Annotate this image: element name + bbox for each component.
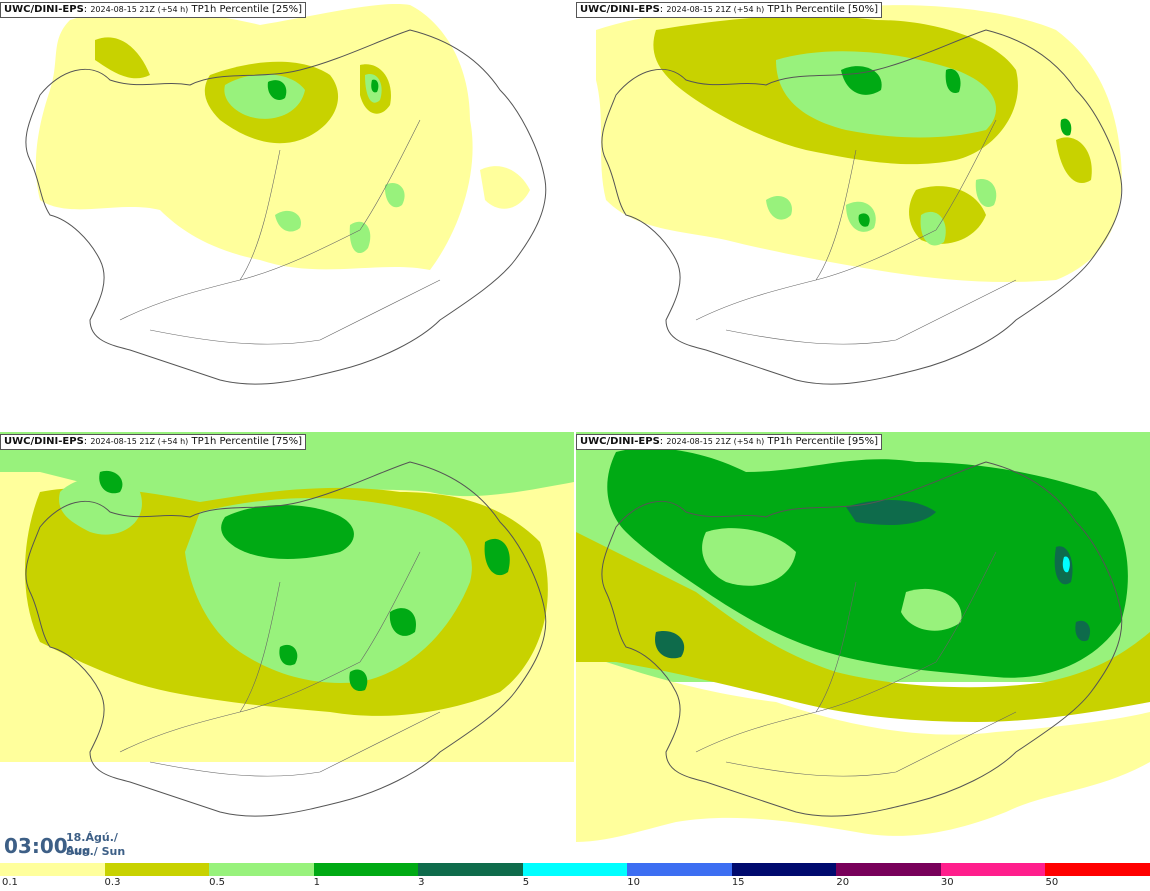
precip-area-green <box>371 79 379 93</box>
valid-date: 18.Ágú./ Aug <box>66 831 118 857</box>
precip-area-green <box>99 470 123 494</box>
color-scale-label: 0.5 <box>209 877 225 888</box>
product-title: TP1h Percentile [95%] <box>767 436 879 447</box>
valid-time: 03:00 <box>4 834 68 858</box>
precip-area-green <box>267 80 287 101</box>
iceland-coastline <box>25 461 547 817</box>
color-scale-label: 5 <box>522 877 530 888</box>
map-panel-p25: UWC/DINI-EPS: 2024-08-15 21Z (+54 h) TP1… <box>0 0 574 430</box>
color-scale-swatch <box>0 863 105 876</box>
precip-area-olive <box>1056 137 1092 184</box>
color-scale-swatch <box>940 863 1046 876</box>
precip-area-light <box>480 166 530 209</box>
precip-area-lightgreen <box>901 588 962 631</box>
map-p50 <box>596 5 1123 385</box>
road-network <box>119 119 441 345</box>
road-network <box>119 551 441 777</box>
color-scale-swatch <box>731 863 837 876</box>
map-panel-p95: UWC/DINI-EPS: 2024-08-15 21Z (+54 h) TP1… <box>576 432 1150 862</box>
color-scale-label: 3 <box>418 877 425 888</box>
precip-area-green <box>349 669 368 692</box>
precip-area-lightgreen <box>349 221 371 254</box>
iceland-coastline <box>601 461 1123 817</box>
panel-title: UWC/DINI-EPS: 2024-08-15 21Z (+54 h) TP1… <box>0 434 307 450</box>
color-scale-label: 10 <box>627 877 640 888</box>
model-name: UWC/DINI-EPS <box>4 436 84 447</box>
precip-area-lightgreen <box>776 51 996 138</box>
map-p75 <box>0 432 574 817</box>
color-scale-swatch <box>627 863 732 876</box>
run-stamp: 2024-08-15 21Z (+54 h) <box>90 437 189 446</box>
valid-time-box: 03:00 18.Ágú./ Aug Sun./ Sun <box>0 826 142 863</box>
valid-day: Sun./ Sun <box>66 845 126 858</box>
iceland-coastline <box>601 29 1123 385</box>
precip-area-lightgreen <box>975 179 997 208</box>
precip-area-lightgreen <box>59 477 142 535</box>
color-scale-label: 15 <box>731 877 745 888</box>
map-p95 <box>576 432 1150 842</box>
color-scale-swatch <box>522 863 628 876</box>
model-name: UWC/DINI-EPS <box>4 4 84 15</box>
color-scale-swatch <box>209 863 314 876</box>
precip-area-light <box>576 652 1150 842</box>
product-title: TP1h Percentile [50%] <box>767 4 879 15</box>
color-scale-label: 1 <box>313 877 320 888</box>
color-scale-swatch <box>313 863 419 876</box>
run-stamp: 2024-08-15 21Z (+54 h) <box>666 437 765 446</box>
product-title: TP1h Percentile [75%] <box>191 436 303 447</box>
map-panel-p50: UWC/DINI-EPS: 2024-08-15 21Z (+54 h) TP1… <box>576 0 1150 430</box>
precip-area-green <box>841 66 882 95</box>
color-scale-swatch <box>418 863 523 876</box>
color-scale-labels: 0.1 0.3 0.5 1 3 5 10 15 20 30 50 <box>0 877 1150 891</box>
run-stamp: 2024-08-15 21Z (+54 h) <box>666 5 765 14</box>
precip-area-darkgreen <box>846 500 936 525</box>
precip-area-darkgreen <box>655 631 685 659</box>
precip-layer <box>35 4 530 270</box>
run-stamp: 2024-08-15 21Z (+54 h) <box>90 5 189 14</box>
precip-area-green <box>1060 118 1072 136</box>
precip-area-green <box>858 213 870 227</box>
precip-area-green <box>607 448 1128 678</box>
map-panel-p75: UWC/DINI-EPS: 2024-08-15 21Z (+54 h) TP1… <box>0 432 574 862</box>
panel-title: UWC/DINI-EPS: 2024-08-15 21Z (+54 h) TP1… <box>0 2 307 18</box>
precip-area-olive <box>95 37 150 79</box>
color-scale-label: 50 <box>1045 877 1059 888</box>
road-network <box>695 551 1017 777</box>
precip-layer <box>596 5 1122 282</box>
precip-area-green <box>484 538 510 576</box>
iceland-coastline <box>25 29 547 385</box>
color-scale-swatch <box>1045 863 1150 876</box>
road-network <box>695 119 1017 345</box>
panel-title: UWC/DINI-EPS: 2024-08-15 21Z (+54 h) TP1… <box>576 2 883 18</box>
precip-area-cyan <box>1062 556 1070 573</box>
product-title: TP1h Percentile [25%] <box>191 4 303 15</box>
precip-area-darkgreen <box>1075 620 1091 642</box>
model-name: UWC/DINI-EPS <box>580 4 660 15</box>
precip-area-lightgreen <box>766 195 792 220</box>
color-scale-label: 30 <box>940 877 954 888</box>
map-p25 <box>25 4 547 385</box>
color-scale-label: 20 <box>836 877 850 888</box>
precip-area-lightgreen <box>0 432 574 507</box>
precip-area-green <box>389 608 416 636</box>
precip-area-green <box>945 68 961 94</box>
precip-area-lightgreen <box>384 182 405 208</box>
color-scale-label: 0.1 <box>2 877 18 888</box>
color-scale-bar <box>0 863 1150 876</box>
color-scale-label: 0.3 <box>104 877 121 888</box>
precip-layer <box>0 432 574 716</box>
model-name: UWC/DINI-EPS <box>580 436 660 447</box>
panel-title: UWC/DINI-EPS: 2024-08-15 21Z (+54 h) TP1… <box>576 434 883 450</box>
color-scale-swatch <box>836 863 941 876</box>
precip-area-olive <box>576 532 1150 722</box>
precip-area-green <box>279 644 298 666</box>
precip-area-lightgreen <box>920 211 946 246</box>
precip-area-lightgreen <box>275 210 301 232</box>
color-scale-swatch <box>104 863 210 876</box>
precip-layer <box>576 448 1150 842</box>
precip-area-lightgreen <box>702 528 796 586</box>
precip-area-green <box>221 505 354 559</box>
